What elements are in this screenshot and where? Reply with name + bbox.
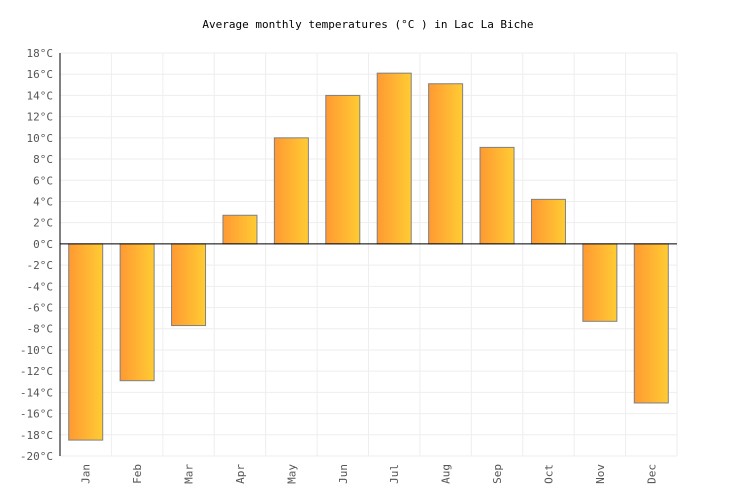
x-tick-label: Oct	[542, 464, 555, 484]
chart-title: Average monthly temperatures (°C ) in La…	[202, 18, 534, 31]
x-tick-label: Sep	[491, 464, 504, 484]
y-tick-label: 4°C	[33, 195, 53, 208]
bar-oct	[530, 198, 566, 245]
bar-mar	[171, 243, 207, 327]
x-tick-label: Jan	[80, 464, 93, 484]
y-tick-label: 16°C	[27, 68, 54, 81]
x-tick-label: Jul	[388, 464, 401, 484]
bar-aug	[428, 83, 464, 245]
x-tick-label: Jun	[337, 464, 350, 484]
x-tick-label: May	[285, 464, 298, 484]
bar-sep	[479, 146, 515, 245]
x-tick-label: Feb	[131, 464, 144, 484]
x-tick-label: Aug	[440, 464, 453, 484]
y-tick-label: -12°C	[20, 365, 53, 378]
y-tick-label: 14°C	[27, 89, 54, 102]
y-tick-label: -20°C	[20, 450, 53, 463]
y-tick-label: 12°C	[27, 111, 54, 124]
y-tick-label: 0°C	[33, 238, 53, 251]
bar-jul	[376, 72, 412, 245]
y-tick-label: 2°C	[33, 217, 53, 230]
y-tick-label: -4°C	[27, 280, 54, 293]
x-tick-label: Dec	[645, 464, 658, 484]
x-tick-label: Apr	[234, 464, 247, 484]
y-tick-label: -14°C	[20, 386, 53, 399]
y-tick-label: -2°C	[27, 259, 54, 272]
y-tick-label: -8°C	[27, 323, 54, 336]
bar-feb	[119, 243, 155, 382]
bar-apr	[222, 214, 258, 245]
y-tick-label: -18°C	[20, 429, 53, 442]
y-tick-label: -10°C	[20, 344, 53, 357]
y-tick-label: 10°C	[27, 132, 54, 145]
x-tick-label: Mar	[183, 464, 196, 484]
x-tick-label: Nov	[594, 464, 607, 484]
bar-dec	[633, 243, 669, 404]
bar-jan	[68, 243, 104, 441]
y-tick-label: 6°C	[33, 174, 53, 187]
y-tick-label: 18°C	[27, 47, 54, 60]
bar-may	[273, 137, 309, 245]
y-tick-label: -6°C	[27, 302, 54, 315]
bar-jun	[325, 94, 361, 245]
y-tick-label: 8°C	[33, 153, 53, 166]
bar-nov	[582, 243, 618, 322]
y-tick-label: -16°C	[20, 408, 53, 421]
